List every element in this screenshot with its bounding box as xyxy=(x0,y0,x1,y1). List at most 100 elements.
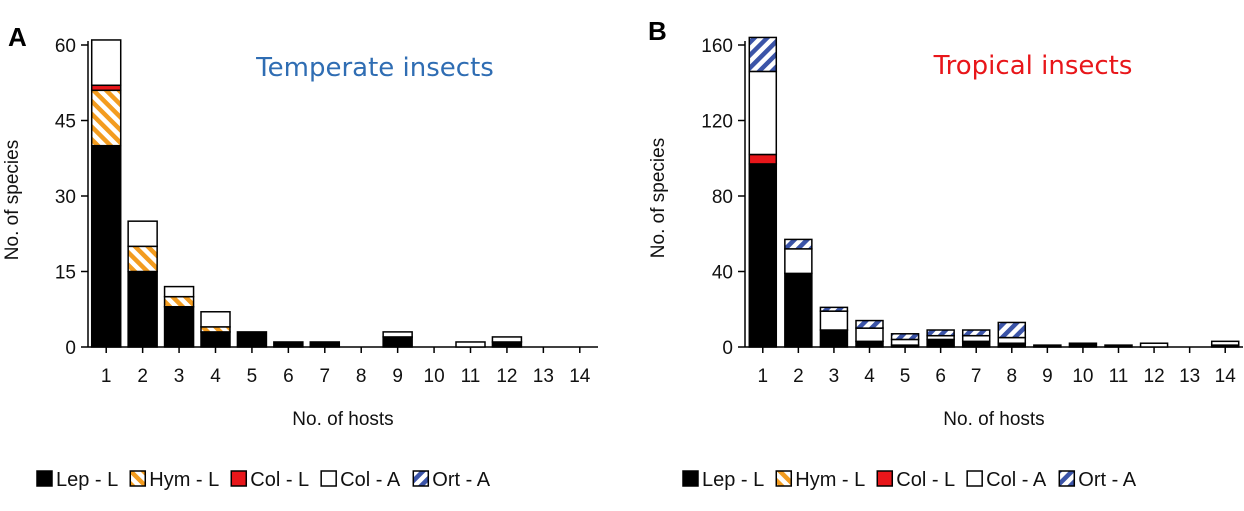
panel-b-x-tick-label: 3 xyxy=(829,366,840,387)
panel-a-bar-lep-l-hosts-1 xyxy=(90,144,122,348)
panel-a-bar-col-l-hosts-1 xyxy=(90,84,122,92)
panel-b-annotation: Tropical insects xyxy=(933,51,1133,81)
panel-a-y-tick-label: 60 xyxy=(55,36,76,57)
panel-a-y-tick-label: 15 xyxy=(55,263,76,284)
panel-b-legend-swatch-col-a xyxy=(966,470,983,487)
panel-a-bar-hym-l-hosts-2 xyxy=(127,245,158,273)
panel-a-bar-hym-l-hosts-1 xyxy=(90,89,122,147)
panel-b-bar-lep-l-hosts-7 xyxy=(961,340,991,348)
panel-b-x-tick-label: 2 xyxy=(793,366,804,387)
panel-a-bar-lep-l-hosts-3 xyxy=(163,305,195,348)
panel-a-x-tick-label: 8 xyxy=(356,366,367,387)
panel-b-bar-lep-l-hosts-9 xyxy=(1033,344,1062,348)
panel-a-legend-swatch-hym-l xyxy=(129,470,147,487)
panel-a-y-tick-label: 45 xyxy=(55,112,76,133)
panel-b-x-tick-label: 11 xyxy=(1109,366,1129,387)
panel-b-bar-col-a-hosts-5 xyxy=(890,338,920,346)
panel-a-bar-col-a-hosts-3 xyxy=(163,285,195,298)
panel-b-bar-col-a-hosts-3 xyxy=(819,310,849,331)
panel-a-legend-swatch-lep-l xyxy=(36,470,53,487)
panel-b-bar-col-a-hosts-4 xyxy=(855,327,884,343)
panel-a-x-axis-label: No. of hosts xyxy=(292,409,393,430)
panel-a-legend-swatch-col-a xyxy=(320,470,337,487)
panel-b-legend-label-lep-l: Lep - L xyxy=(702,469,764,491)
panel-a-x-tick-label: 2 xyxy=(137,366,148,387)
panel-a-bar-hym-l-hosts-4 xyxy=(200,326,231,333)
panel-b-bar-ort-a-hosts-5 xyxy=(890,333,920,341)
panel-b-bar-col-a-hosts-12 xyxy=(1139,342,1169,348)
panel-a-legend-label-lep-l: Lep - L xyxy=(56,469,118,491)
panel-b-legend-label-col-l: Col - L xyxy=(896,469,955,491)
panel-b-bar-col-a-hosts-8 xyxy=(997,336,1027,344)
panel-a-x-tick-label: 13 xyxy=(533,366,554,387)
panel-b-bar-ort-a-hosts-8 xyxy=(997,321,1027,339)
panel-b-y-axis-label: No. of species xyxy=(648,138,669,258)
panel-b-bar-ort-a-hosts-2 xyxy=(784,238,813,250)
panel-a-bar-lep-l-hosts-5 xyxy=(236,331,268,348)
panel-a-bar-lep-l-hosts-6 xyxy=(273,341,304,348)
panel-a-bar-col-a-hosts-12 xyxy=(491,336,523,343)
panel-b-legend-label-ort-a: Ort - A xyxy=(1078,469,1136,491)
panel-a-legend-swatch-ort-a xyxy=(412,470,430,487)
panel-b-x-tick-label: 14 xyxy=(1215,366,1237,387)
panel-a-x-tick-label: 14 xyxy=(569,366,591,387)
panel-a-annotation: Temperate insects xyxy=(255,53,494,83)
panel-b-bar-col-a-hosts-14 xyxy=(1210,340,1240,346)
panel-b-bar-col-a-hosts-1 xyxy=(748,70,778,156)
panel-b-bar-ort-a-hosts-3 xyxy=(819,306,849,312)
panel-b-bar-ort-a-hosts-7 xyxy=(961,329,991,337)
panel-a-bar-hym-l-hosts-3 xyxy=(163,295,195,308)
panel-b-x-tick-label: 4 xyxy=(864,366,875,387)
panel-a-x-tick-label: 10 xyxy=(424,366,445,387)
panel-b-x-tick-label: 9 xyxy=(1042,366,1053,387)
panel-a-x-tick-label: 9 xyxy=(392,366,403,387)
panel-a-y-axis-label: No. of species xyxy=(2,140,23,260)
panel-b-letter: B xyxy=(648,16,667,46)
panel-a-bar-lep-l-hosts-4 xyxy=(200,331,231,348)
panel-b-x-tick-label: 13 xyxy=(1179,366,1200,387)
panel-a-bar-col-a-hosts-1 xyxy=(90,39,122,87)
panel-a-bar-col-a-hosts-2 xyxy=(127,220,158,248)
panel-a-legend: Lep - L Hym - L Col - L Col - A Ort - A xyxy=(36,469,491,491)
panel-b-x-tick-label: 8 xyxy=(1006,366,1017,387)
panel-b-bar-lep-l-hosts-1 xyxy=(748,163,778,348)
panel-b-bar-ort-a-hosts-1 xyxy=(748,36,778,73)
panel-a-x-tick-label: 11 xyxy=(461,366,481,387)
panel-a-x-tick-label: 12 xyxy=(496,366,517,387)
panel-a-x-tick-label: 3 xyxy=(174,366,185,387)
panel-b-x-axis-label: No. of hosts xyxy=(943,409,1044,430)
panel-a-legend-label-col-l: Col - L xyxy=(250,469,309,491)
panel-b-x-tick-label: 5 xyxy=(900,366,911,387)
panel-a-legend-label-hym-l: Hym - L xyxy=(149,469,219,491)
panel-a-x-tick-label: 4 xyxy=(210,366,221,387)
panel-b-y-tick-label: 120 xyxy=(701,112,733,133)
panel-b-y-tick-label: 160 xyxy=(701,36,733,57)
panel-b-bar-col-l-hosts-1 xyxy=(748,153,778,165)
panel-b-y-tick-label: 0 xyxy=(722,338,733,359)
panel-b-bar-lep-l-hosts-10 xyxy=(1068,342,1098,348)
panel-b-x-tick-label: 1 xyxy=(757,366,768,387)
panel-a-legend-swatch-col-l xyxy=(230,470,248,487)
panel-b-bar-lep-l-hosts-4 xyxy=(855,340,884,348)
panel-a-y-tick-label: 0 xyxy=(65,338,76,359)
panel-b-legend-label-hym-l: Hym - L xyxy=(795,469,865,491)
panel-b-x-tick-label: 12 xyxy=(1144,366,1165,387)
panel-b-bar-ort-a-hosts-4 xyxy=(855,319,884,329)
panel-b-legend-swatch-col-l xyxy=(876,470,894,487)
panel-a-bar-lep-l-hosts-2 xyxy=(127,270,158,348)
panel-b-bar-col-a-hosts-2 xyxy=(784,248,813,275)
panel-a-y-tick-label: 30 xyxy=(55,187,76,208)
panel-b-x-tick-label: 10 xyxy=(1072,366,1093,387)
panel-b-legend: Lep - L Hym - L Col - L Col - A Ort - A xyxy=(682,469,1137,491)
panel-a-x-tick-label: 5 xyxy=(247,366,258,387)
panel-b-legend-label-col-a: Col - A xyxy=(986,469,1047,491)
panel-b-bar-lep-l-hosts-6 xyxy=(926,338,955,348)
panel-b-bar-lep-l-hosts-2 xyxy=(784,272,813,348)
panel-a-bar-col-a-hosts-4 xyxy=(200,311,231,328)
panel-b-legend-swatch-ort-a xyxy=(1058,470,1076,487)
panel-a-legend-label-col-a: Col - A xyxy=(340,469,401,491)
panel-b-bar-col-a-hosts-7 xyxy=(961,334,991,343)
panel-b-bar-ort-a-hosts-6 xyxy=(926,329,955,337)
panel-b-x-tick-label: 6 xyxy=(935,366,946,387)
